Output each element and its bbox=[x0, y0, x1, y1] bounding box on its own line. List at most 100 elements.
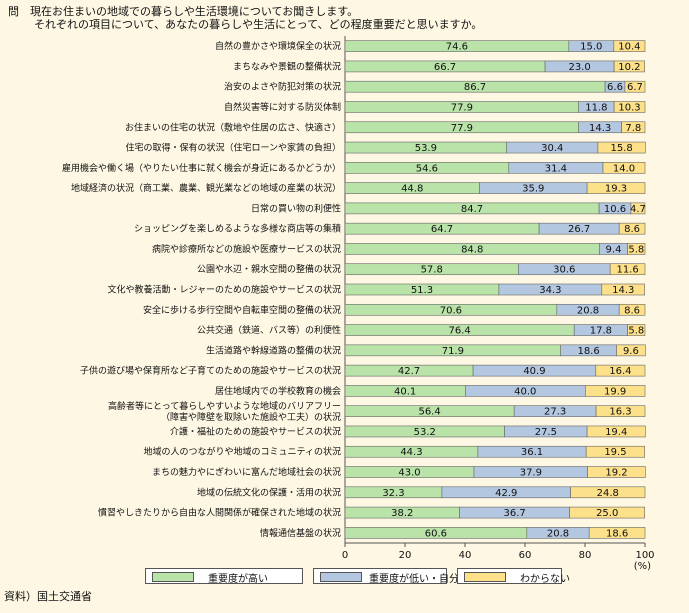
data-label: 56.4 bbox=[418, 407, 440, 418]
source-note: 資料）国土交通省 bbox=[4, 590, 92, 603]
category-label: まちの魅力やにぎわいに富んだ地域社会の状況 bbox=[152, 466, 341, 478]
legend-item-high: 重要度が高い bbox=[145, 568, 303, 585]
legend-item-unknown: わからない bbox=[457, 568, 570, 585]
data-label: 4.7 bbox=[630, 204, 646, 215]
bar-segment bbox=[586, 425, 646, 438]
data-label: 10.2 bbox=[618, 62, 640, 73]
bar-segment bbox=[621, 121, 646, 134]
category-label: 居住地域内での学校教育の機会 bbox=[215, 385, 341, 397]
category-label: 住宅の取得・保有の状況（住宅ローンや家賃の負担） bbox=[125, 142, 341, 154]
bar-segment bbox=[587, 466, 646, 478]
bar-segment bbox=[601, 283, 645, 296]
category-label: 生活道路や幹線道路の整備の状況 bbox=[206, 344, 341, 356]
data-label: 36.1 bbox=[521, 447, 543, 458]
bar-segment bbox=[624, 80, 646, 93]
data-label: 40.9 bbox=[523, 366, 545, 377]
data-label: 9.6 bbox=[623, 346, 639, 357]
data-label: 57.8 bbox=[421, 265, 443, 276]
bar-segment bbox=[584, 385, 646, 397]
bar-segment bbox=[613, 60, 645, 73]
data-label: 77.9 bbox=[451, 123, 473, 134]
bar-segment bbox=[595, 364, 646, 377]
x-unit-label: (%) bbox=[634, 561, 651, 572]
x-tick-label: 0 bbox=[342, 550, 348, 561]
data-label: 23.0 bbox=[568, 62, 590, 73]
bar-segment bbox=[616, 344, 646, 357]
data-label: 53.2 bbox=[414, 427, 436, 438]
data-label: 30.6 bbox=[553, 265, 575, 276]
question-line-2: それぞれの項目について、あなたの暮らしや生活にとって、どの程度重要だと思いますか… bbox=[34, 18, 483, 31]
data-label: 14.0 bbox=[613, 163, 635, 174]
bar-segment bbox=[586, 182, 646, 194]
data-label: 10.3 bbox=[618, 102, 640, 113]
legend-label-low: 重要度が低い・自分には関係ない bbox=[369, 574, 519, 585]
data-label: 19.9 bbox=[604, 386, 626, 397]
data-label: 54.6 bbox=[416, 163, 438, 174]
category-label: 文化や教養活動・レジャーのための施設やサービスの状況 bbox=[107, 284, 341, 296]
category-label: 地域の伝統文化の保護・活用の状況 bbox=[197, 486, 341, 498]
data-label: 84.8 bbox=[461, 244, 483, 255]
category-label: 病院や診療所などの施設や医療サービスの状況 bbox=[152, 243, 341, 255]
data-label: 14.3 bbox=[589, 123, 611, 134]
bar-segment bbox=[585, 445, 646, 458]
data-label: 64.7 bbox=[431, 224, 453, 235]
data-label: 76.4 bbox=[448, 326, 470, 337]
data-label: 42.9 bbox=[495, 488, 517, 499]
data-label: 15.0 bbox=[580, 42, 602, 53]
category-label: 公園や水辺・親水空間の整備の状況 bbox=[197, 263, 341, 275]
data-label: 19.5 bbox=[604, 447, 626, 458]
data-label: 66.7 bbox=[434, 62, 456, 73]
data-label: 10.6 bbox=[604, 204, 626, 215]
data-label: 40.1 bbox=[394, 386, 416, 397]
data-label: 18.6 bbox=[606, 528, 628, 539]
legend-item-low: 重要度が低い・自分には関係ない bbox=[313, 568, 519, 585]
data-label: 10.4 bbox=[618, 42, 640, 53]
data-label: 24.8 bbox=[597, 488, 619, 499]
x-tick-label: 60 bbox=[519, 550, 532, 561]
data-label: 77.9 bbox=[451, 102, 473, 113]
data-label: 31.4 bbox=[545, 163, 567, 174]
category-label: ショッピングを楽しめるような多様な商店等の集積 bbox=[134, 223, 341, 235]
bar-segment bbox=[570, 486, 646, 499]
category-label: （障害や障壁を取除いた施設や工夫）の状況 bbox=[161, 411, 341, 423]
data-label: 25.0 bbox=[596, 508, 618, 519]
data-label: 18.6 bbox=[577, 346, 599, 357]
x-tick-label: 80 bbox=[579, 550, 592, 561]
data-label: 5.8 bbox=[628, 244, 644, 255]
data-label: 6.7 bbox=[627, 82, 643, 93]
category-label: 安全に歩ける歩行空間や自転車空間の整備の状況 bbox=[143, 304, 341, 316]
data-label: 37.9 bbox=[520, 468, 542, 479]
data-label: 35.9 bbox=[522, 184, 544, 195]
data-label: 14.3 bbox=[612, 285, 634, 296]
data-label: 53.9 bbox=[415, 143, 437, 154]
category-label: 高齢者等にとって暮らしやすいような地域のバリアフリー bbox=[108, 400, 341, 412]
data-label: 44.3 bbox=[400, 447, 422, 458]
category-label: お住まいの住宅の状況（敷地や住居の広さ、快適さ） bbox=[125, 121, 341, 133]
bar-segment bbox=[613, 101, 646, 113]
data-label: 44.8 bbox=[401, 184, 423, 195]
category-label: 子供の遊び場や保育所など子育てのための施設やサービスの状況 bbox=[80, 365, 341, 377]
legend-swatch-low bbox=[320, 572, 362, 582]
bar-segment bbox=[630, 202, 646, 215]
data-label: 11.6 bbox=[616, 265, 638, 276]
data-label: 11.8 bbox=[585, 102, 607, 113]
legend-label-high: 重要度が高い bbox=[208, 574, 268, 585]
x-tick-label: 40 bbox=[459, 550, 472, 561]
data-label: 6.6 bbox=[607, 82, 623, 93]
data-label: 30.4 bbox=[541, 143, 563, 154]
data-label: 26.7 bbox=[568, 224, 590, 235]
bar-segment bbox=[569, 506, 646, 519]
x-tick-label: 100 bbox=[635, 550, 654, 561]
data-label: 38.2 bbox=[391, 508, 413, 519]
data-label: 16.4 bbox=[609, 366, 631, 377]
data-label: 71.9 bbox=[442, 346, 464, 357]
data-label: 27.5 bbox=[535, 427, 557, 438]
bar-segment bbox=[595, 405, 646, 417]
data-label: 7.8 bbox=[625, 123, 641, 134]
legend-swatch-high bbox=[152, 572, 194, 582]
data-label: 20.8 bbox=[547, 528, 569, 539]
data-label: 40.0 bbox=[514, 386, 536, 397]
category-label: 自然災害等に対する防災体制 bbox=[224, 101, 341, 113]
data-label: 20.8 bbox=[577, 305, 599, 316]
